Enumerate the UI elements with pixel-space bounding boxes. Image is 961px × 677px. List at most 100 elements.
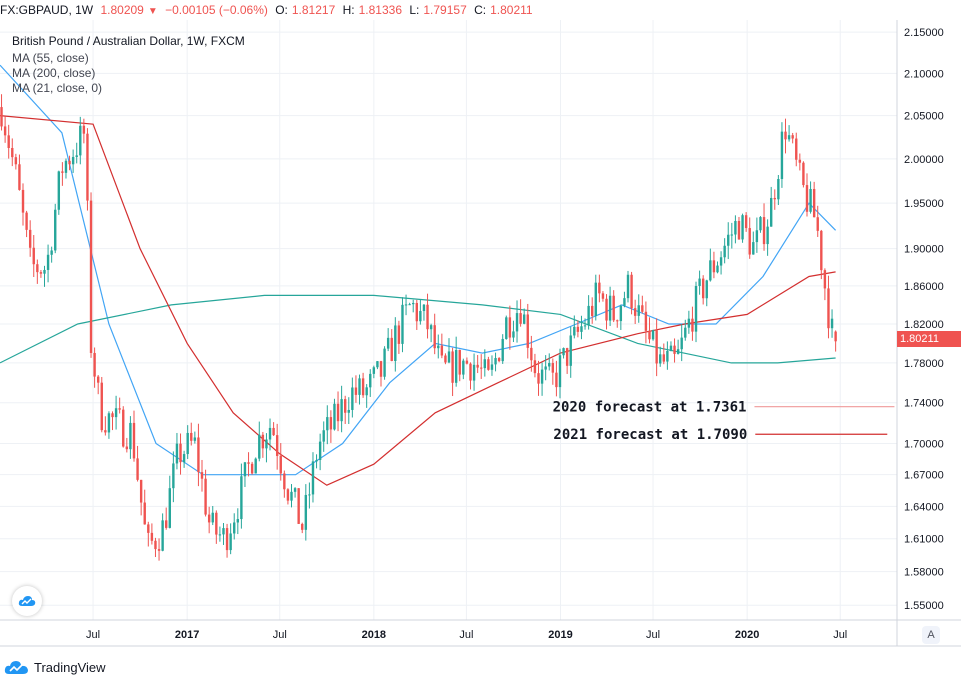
candle-body xyxy=(630,274,633,309)
candle-body xyxy=(623,298,626,306)
cloud-icon[interactable] xyxy=(12,586,42,616)
legend-ma200[interactable]: MA (200, close) xyxy=(12,66,96,80)
candle-body xyxy=(494,358,497,365)
x-tick-label: 2018 xyxy=(362,629,386,641)
y-tick-label: 1.64000 xyxy=(904,501,944,513)
candle-body xyxy=(444,355,447,363)
candle-body xyxy=(261,434,265,449)
candle-body xyxy=(480,367,483,369)
candle-body xyxy=(68,160,71,165)
candle-body xyxy=(540,369,544,384)
auto-scale-button[interactable]: A xyxy=(922,626,940,644)
candle-body xyxy=(716,265,719,273)
candle-body xyxy=(336,403,340,422)
candle-body xyxy=(827,288,830,329)
candle-body xyxy=(265,439,268,449)
candle-body xyxy=(476,364,479,368)
candle-body xyxy=(154,540,157,550)
candle-body xyxy=(666,350,669,362)
candle-body xyxy=(233,522,236,534)
candle-body xyxy=(186,432,189,455)
candle-body xyxy=(204,478,207,515)
candle-body xyxy=(383,348,386,377)
legend-ma21[interactable]: MA (21, close, 0) xyxy=(12,81,103,95)
y-tick-label: 2.05000 xyxy=(904,111,944,123)
candle-body xyxy=(515,313,519,332)
candle-body xyxy=(415,302,418,322)
time-axis[interactable]: Jul 2017 Jul 2018 Jul 2019 Jul 2020 Jul xyxy=(86,629,847,641)
y-tick-label: 1.82000 xyxy=(904,319,944,331)
candle-body xyxy=(340,399,343,422)
candle-body xyxy=(472,364,476,381)
candle-body xyxy=(562,348,565,356)
candle-body xyxy=(719,257,723,266)
candle-body xyxy=(744,215,748,229)
candle-body xyxy=(447,351,451,363)
candle-body xyxy=(372,367,376,374)
candle-body xyxy=(605,298,608,321)
candle-body xyxy=(791,135,794,139)
x-tick-label: Jul xyxy=(646,629,660,641)
candle-body xyxy=(737,220,741,240)
candle-body xyxy=(701,278,705,299)
price-change: −0.00105 (−0.06%) xyxy=(165,3,268,17)
candle-body xyxy=(71,156,75,165)
candle-body xyxy=(236,519,240,523)
plot-area[interactable] xyxy=(0,20,897,620)
candle-body xyxy=(537,373,540,384)
candle-body xyxy=(490,364,494,370)
candle-body xyxy=(401,304,404,344)
candle-body xyxy=(633,308,637,316)
candlesticks xyxy=(0,94,837,561)
candle-body xyxy=(114,408,118,418)
last-price-tag: 1.80211 xyxy=(897,331,961,347)
candle-body xyxy=(100,382,103,431)
candle-body xyxy=(616,320,619,322)
candle-body xyxy=(712,260,716,273)
candle-body xyxy=(272,427,275,436)
open-label: O: xyxy=(275,3,288,17)
candle-body xyxy=(437,345,440,349)
candle-body xyxy=(318,441,322,461)
candle-body xyxy=(136,458,139,480)
candle-body xyxy=(802,162,805,186)
candle-body xyxy=(218,534,222,536)
candle-body xyxy=(669,345,673,351)
tradingview-logo[interactable]: TradingView xyxy=(4,658,106,676)
candle-body xyxy=(397,325,401,344)
y-tick-label: 1.90000 xyxy=(904,244,944,256)
ma-line-2 xyxy=(0,115,836,486)
candle-body xyxy=(293,488,297,492)
candle-body xyxy=(247,462,250,464)
candle-body xyxy=(322,430,325,442)
candle-body xyxy=(222,528,225,535)
y-tick-label: 2.15000 xyxy=(904,27,944,39)
candle-body xyxy=(50,250,53,255)
candle-body xyxy=(290,491,293,501)
candle-body xyxy=(107,413,111,433)
candle-body xyxy=(458,350,461,375)
candle-body xyxy=(573,326,576,336)
candle-body xyxy=(637,305,640,316)
forecast-annotations: 2020 forecast at 1.7361 2021 forecast at … xyxy=(553,400,895,443)
candle-body xyxy=(369,373,372,388)
candle-body xyxy=(311,461,315,495)
legend-ma55[interactable]: MA (55, close) xyxy=(12,51,89,65)
candle-body xyxy=(834,331,837,342)
candle-body xyxy=(769,197,773,227)
candle-body xyxy=(211,512,214,523)
symbol-label[interactable]: FX:GBPAUD, 1W xyxy=(0,3,94,17)
price-axis[interactable]: 1.55000 1.58000 1.61000 1.64000 1.67000 1.700… xyxy=(904,27,944,612)
candle-body xyxy=(433,325,436,349)
candle-body xyxy=(7,135,10,148)
candle-body xyxy=(175,443,179,464)
candle-body xyxy=(741,215,744,240)
high-label: H: xyxy=(342,3,355,17)
candle-body xyxy=(104,430,107,433)
candle-body xyxy=(283,473,286,490)
candle-body xyxy=(512,331,515,338)
candle-body xyxy=(684,327,687,338)
candle-body xyxy=(394,325,397,362)
candle-body xyxy=(301,523,304,530)
